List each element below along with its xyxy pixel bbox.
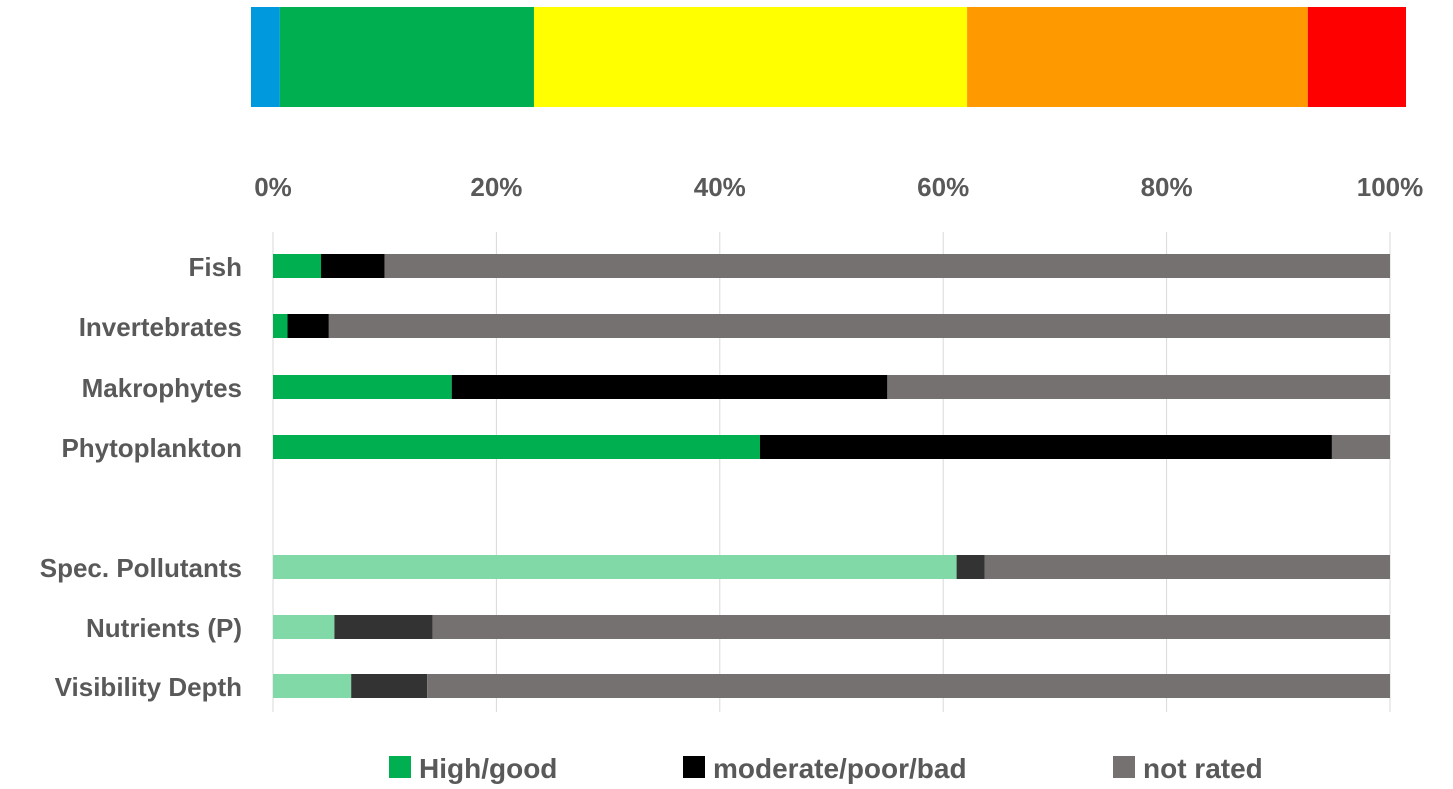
category-label: Fish	[189, 252, 242, 282]
bar-fish-moderate-poor-bad	[321, 254, 385, 278]
gridlines	[272, 232, 1391, 712]
bar-fish-high-good	[273, 254, 322, 278]
bar-nutrients-p--moderate-poor-bad	[334, 615, 433, 639]
x-tick-label: 100%	[1357, 172, 1424, 202]
bars	[273, 254, 1391, 698]
bar-spec-pollutants-not-rated	[984, 555, 1390, 579]
scale-segment-2	[533, 7, 968, 107]
legend-swatch	[389, 756, 411, 778]
category-label: Phytoplankton	[61, 433, 242, 463]
category-label: Makrophytes	[82, 373, 242, 403]
bar-visibility-depth-not-rated	[427, 674, 1390, 698]
x-tick-label: 0%	[254, 172, 292, 202]
x-tick-label: 80%	[1141, 172, 1193, 202]
legend: High/good moderate/poor/bad not rated	[389, 753, 1263, 784]
bar-visibility-depth-high-good	[273, 674, 352, 698]
bar-invertebrates-moderate-poor-bad	[287, 314, 329, 338]
bar-nutrients-p--not-rated	[432, 615, 1391, 639]
x-tick-label: 60%	[917, 172, 969, 202]
category-labels: Fish Invertebrates Makrophytes Phytoplankto…	[40, 252, 242, 702]
scale-segment-0	[251, 7, 280, 107]
category-label: Spec. Pollutants	[40, 553, 242, 583]
legend-label: moderate/poor/bad	[713, 753, 967, 784]
bar-spec-pollutants-high-good	[273, 555, 957, 579]
bar-spec-pollutants-moderate-poor-bad	[956, 555, 985, 579]
bar-invertebrates-high-good	[273, 314, 288, 338]
legend-label: High/good	[419, 753, 557, 784]
bar-nutrients-p--high-good	[273, 615, 335, 639]
bar-makrophytes-moderate-poor-bad	[451, 375, 888, 399]
scale-segment-3	[967, 7, 1308, 107]
bar-makrophytes-not-rated	[887, 375, 1390, 399]
legend-swatch	[1113, 756, 1135, 778]
scale-segment-1	[279, 7, 534, 107]
category-label: Nutrients (P)	[86, 613, 242, 643]
category-label: Visibility Depth	[55, 672, 242, 702]
legend-label: not rated	[1143, 753, 1263, 784]
legend-swatch	[683, 756, 705, 778]
bar-phytoplankton-not-rated	[1331, 435, 1390, 459]
status-scale-bar	[251, 7, 1406, 107]
x-tick-label: 20%	[470, 172, 522, 202]
bar-fish-not-rated	[384, 254, 1390, 278]
bar-makrophytes-high-good	[273, 375, 452, 399]
bar-phytoplankton-moderate-poor-bad	[760, 435, 1332, 459]
bar-visibility-depth-moderate-poor-bad	[351, 674, 428, 698]
x-tick-label: 40%	[694, 172, 746, 202]
x-axis-tick-labels: 0% 20% 40% 60% 80% 100%	[254, 172, 1423, 202]
bar-invertebrates-not-rated	[328, 314, 1391, 338]
bar-phytoplankton-high-good	[273, 435, 761, 459]
category-label: Invertebrates	[79, 312, 242, 342]
scale-segment-4	[1307, 7, 1406, 107]
